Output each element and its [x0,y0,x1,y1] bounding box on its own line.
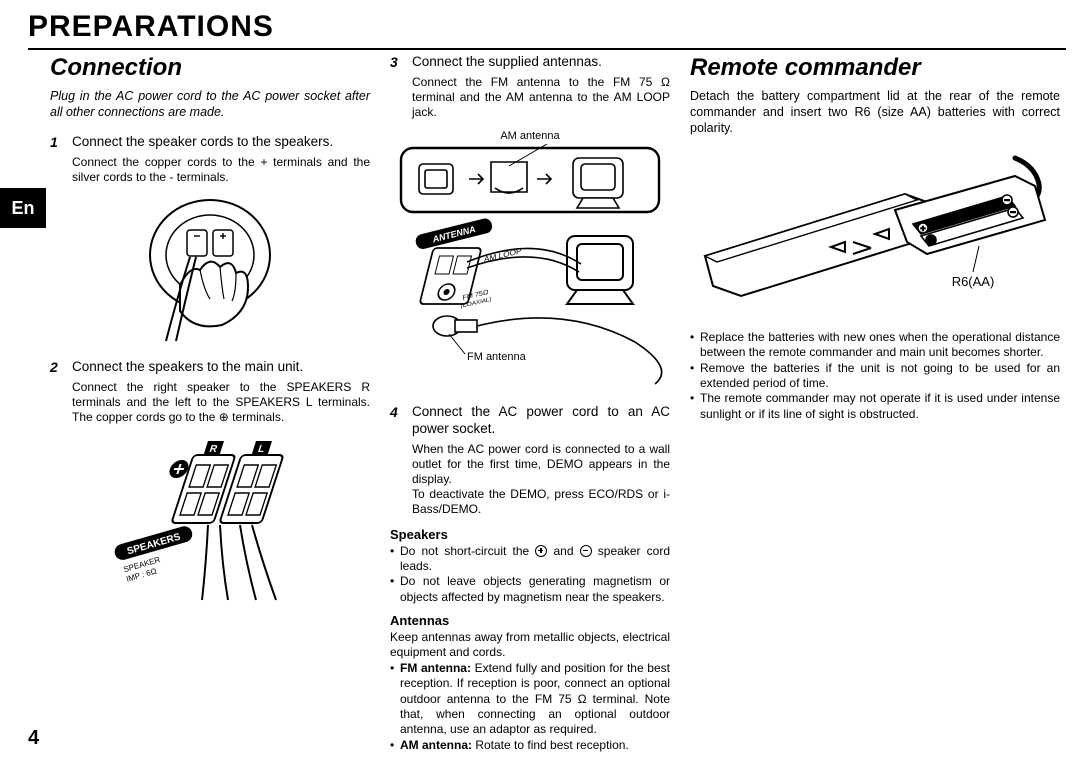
svg-text:−: − [1004,195,1009,205]
step-2-body-text: Connect the right speaker to the SPEAKER… [72,380,370,424]
svg-text:−: − [1010,207,1015,217]
svg-text:R6(AA): R6(AA) [952,274,995,289]
speakers-note-2: Do not leave objects generating magnetis… [390,574,670,605]
column-right: Remote commander Detach the battery comp… [690,54,1060,722]
svg-text:+: + [929,236,934,245]
step-4-title: Connect the AC power cord to an AC power… [412,404,670,438]
figure-speaker-panel: R L [50,435,370,605]
antennas-am: AM antenna: Rotate to find best receptio… [390,738,670,753]
figure-speaker-terminal [50,195,370,345]
step-4-body: When the AC power cord is connected to a… [412,442,670,517]
language-tab: En [0,188,46,228]
am-antenna-label: AM antenna [390,130,670,142]
remote-notes: Replace the batteries with new ones when… [690,330,1060,422]
remote-note-1: Replace the batteries with new ones when… [690,330,1060,361]
step-3-num: 3 [390,54,404,71]
antennas-notes: FM antenna: Extend fully and position fo… [390,661,670,753]
remote-heading: Remote commander [690,54,1060,82]
speakers-notes: Do not short-circuit the and speaker cor… [390,544,670,605]
figure-antennas: ANTENNA AM LOOP FM 75Ω (COAXIAL) [390,144,670,390]
step-2-num: 2 [50,359,64,376]
remote-note-2: Remove the batteries if the unit is not … [690,361,1060,392]
step-1-title: Connect the speaker cords to the speaker… [72,134,333,151]
step-1-body: Connect the copper cords to the + termin… [72,155,370,185]
svg-text:+: + [921,224,926,233]
column-left: Connection Plug in the AC power cord to … [50,54,370,722]
remote-note-3: The remote commander may not operate if … [690,391,1060,422]
step-4-num: 4 [390,404,404,438]
step-1: 1 Connect the speaker cords to the speak… [50,134,370,151]
antennas-fm: FM antenna: Extend fully and position fo… [390,661,670,738]
antennas-intro: Keep antennas away from metallic objects… [390,630,670,661]
step-1-num: 1 [50,134,64,151]
speakers-note-1: Do not short-circuit the and speaker cor… [390,544,670,575]
step-2-body: Connect the right speaker to the SPEAKER… [72,380,370,425]
column-middle: 3 Connect the supplied antennas. Connect… [390,54,670,722]
page-number: 4 [28,727,39,750]
speakers-subhead: Speakers [390,527,670,542]
page-title: PREPARATIONS [28,10,274,44]
title-rule [28,48,1066,50]
step-3: 3 Connect the supplied antennas. [390,54,670,71]
step-4: 4 Connect the AC power cord to an AC pow… [390,404,670,438]
connection-heading: Connection [50,54,370,82]
antennas-subhead: Antennas [390,613,670,628]
figure-remote-batteries: + − − + R6(AA) [690,146,1060,316]
step-2-title: Connect the speakers to the main unit. [72,359,303,376]
connection-intro: Plug in the AC power cord to the AC powe… [50,88,370,120]
remote-intro: Detach the battery compartment lid at th… [690,88,1060,136]
step-3-title: Connect the supplied antennas. [412,54,602,71]
step-3-body: Connect the FM antenna to the FM 75 Ω te… [412,75,670,120]
fm-antenna-label: FM antenna [467,351,527,363]
step-2: 2 Connect the speakers to the main unit. [50,359,370,376]
